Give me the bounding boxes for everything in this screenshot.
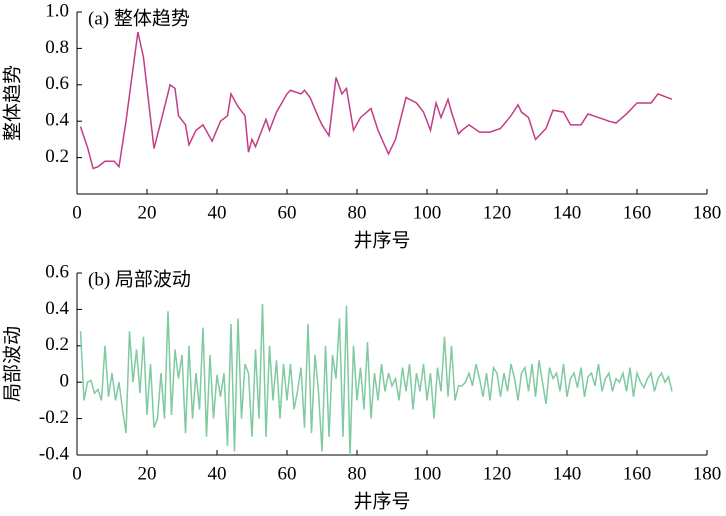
y-tick-label: 0.8: [45, 37, 69, 58]
x-tick-label: 160: [623, 463, 652, 484]
x-tick-label: 20: [138, 463, 157, 484]
x-tick-label: 160: [623, 202, 652, 223]
x-tick-label: 0: [72, 202, 82, 223]
x-tick-label: 120: [483, 463, 512, 484]
x-tick-label: 140: [553, 463, 582, 484]
x-tick-label: 0: [72, 463, 82, 484]
x-tick-label: 100: [413, 202, 442, 223]
y-tick-label: 0.4: [45, 110, 69, 131]
panel-title: (a) 整体趋势: [88, 7, 190, 29]
x-tick-label: 80: [348, 202, 367, 223]
y-tick-label: -0.4: [39, 443, 70, 464]
x-axis-label: 井序号: [353, 490, 410, 512]
y-tick-label: 0.2: [45, 146, 69, 167]
x-tick-label: 80: [348, 463, 367, 484]
y-axis-label: 整体趋势: [1, 65, 23, 141]
x-tick-label: 40: [208, 463, 227, 484]
x-tick-label: 140: [553, 202, 582, 223]
y-tick-label: 0.6: [45, 261, 69, 282]
x-tick-label: 180: [693, 202, 722, 223]
x-tick-label: 20: [138, 202, 157, 223]
y-tick-label: 0.2: [45, 334, 69, 355]
x-tick-label: 120: [483, 202, 512, 223]
y-tick-label: -0.2: [39, 407, 69, 428]
x-tick-label: 100: [413, 463, 442, 484]
y-tick-label: 0.4: [45, 298, 69, 319]
panel-title: (b) 局部波动: [88, 268, 191, 290]
y-tick-label: 0.6: [45, 73, 69, 94]
x-tick-label: 60: [278, 202, 297, 223]
data-line: [79, 303, 673, 456]
x-tick-label: 40: [208, 202, 227, 223]
y-axis-label: 局部波动: [1, 326, 23, 402]
x-tick-label: 180: [693, 463, 722, 484]
data-line: [79, 31, 673, 170]
y-tick-label: 0: [60, 371, 70, 392]
x-tick-label: 60: [278, 463, 297, 484]
y-tick-label: 1.0: [45, 0, 69, 21]
x-axis-label: 井序号: [353, 229, 410, 251]
